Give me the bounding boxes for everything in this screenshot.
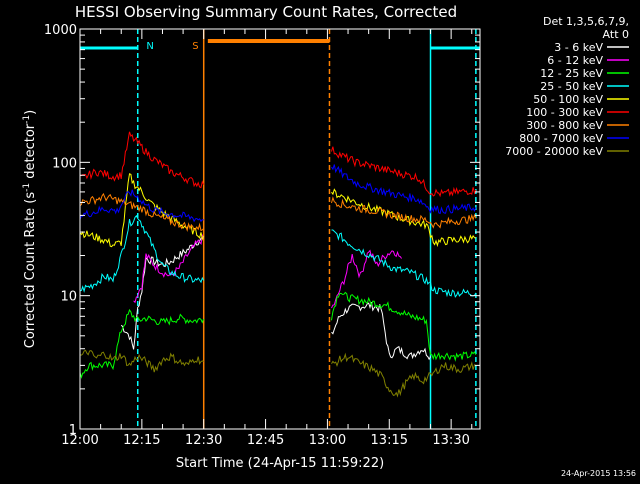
series-line-1-seg-1 [331,249,403,309]
series-line-5-seg-0 [79,131,205,189]
series-line-0-seg-1 [331,302,431,361]
y-tick-label-3: 1000 [44,23,77,38]
y-axis-label: Corrected Count Rate (s-1 detector-1) [22,110,38,348]
series-line-4-seg-1 [331,188,477,248]
legend-label-6: 300 - 800 keV [526,119,603,132]
legend-header-line2: Att 0 [603,28,629,41]
legend-header-line1: Det 1,3,5,6,7,9, [543,15,629,28]
x-axis-label: Start Time (24-Apr-15 11:59:22) [176,456,384,471]
series-line-7-seg-0 [79,189,204,223]
legend-label-3: 25 - 50 keV [540,80,603,93]
series-line-3-seg-1 [331,229,477,298]
axes: 1 10 100 1000 12:00 12:15 12:30 12:45 13:00 13:15… [44,23,481,448]
chart-title: HESSI Observing Summary Count Rates, Cor… [75,3,457,21]
x-tick-label-5: 13:15 [371,433,408,448]
legend-label-0: 3 - 6 keV [554,41,603,54]
y-tick-label-0: 1 [69,423,77,438]
legend-label-1: 6 - 12 keV [547,54,603,67]
marker-label-n: N [146,41,153,52]
y-tick-label-2: 100 [52,156,77,171]
series-line-2-seg-1 [331,291,477,362]
series-line-8-seg-1 [331,352,477,398]
series-line-5-seg-1 [331,146,477,198]
legend-label-8: 7000 - 20000 keV [505,145,603,158]
series-line-3-seg-0 [79,214,205,293]
series-line-7-seg-1 [331,164,477,215]
x-tick-label-3: 12:45 [247,433,284,448]
legend-label-4: 50 - 100 keV [533,93,603,106]
series-line-1-seg-0 [133,233,205,304]
series-line-2-seg-0 [79,308,205,379]
legend-label-5: 100 - 300 keV [526,106,603,119]
series-line-6-seg-0 [79,192,205,233]
series-line-6-seg-1 [331,196,477,229]
legend-label-7: 800 - 7000 keV [519,132,603,145]
y-axis-label-sup1: -1 [22,183,32,192]
y-axis-label-mid: detector [23,123,38,183]
y-axis-label-sup2: -1 [22,115,32,124]
series-line-4-seg-0 [79,173,205,248]
y-axis-label-main: Corrected Count Rate (s [23,192,38,349]
series-layer [79,131,477,398]
y-axis-label-end: ) [23,110,38,115]
series-line-8-seg-0 [79,349,204,373]
footer-date: 24-Apr-2015 13:56 [561,469,636,478]
x-tick-label-6: 13:30 [432,433,469,448]
x-tick-label-1: 12:15 [123,433,160,448]
legend-label-2: 12 - 25 keV [540,67,603,80]
x-tick-label-4: 13:00 [309,433,346,448]
y-tick-label-1: 10 [60,290,77,305]
x-tick-label-2: 12:30 [185,433,222,448]
plot-frame [79,28,481,430]
marker-label-s: S [192,41,198,52]
x-tick-label-0: 12:00 [61,433,98,448]
